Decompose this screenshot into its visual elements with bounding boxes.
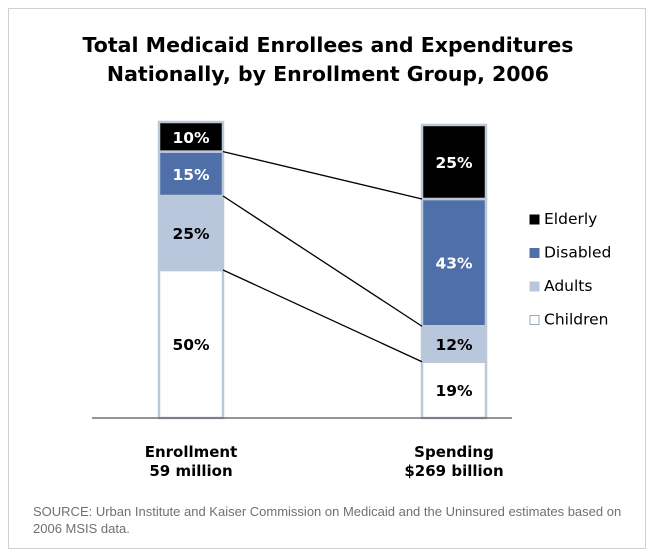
- chart-title-line-2: Nationally, by Enrollment Group, 2006: [106, 62, 550, 86]
- legend-swatch-elderly: [529, 214, 540, 225]
- connector-line-adults-disabled: [222, 195, 423, 327]
- data-label-enrollment-disabled: 15%: [172, 166, 210, 184]
- chart-title: Total Medicaid Enrollees and Expenditure…: [9, 31, 647, 89]
- category-sublabel-spending: $269 billion: [404, 462, 503, 480]
- data-label-spending-children: 19%: [435, 382, 473, 400]
- data-label-spending-elderly: 25%: [435, 154, 473, 172]
- data-label-enrollment-elderly: 10%: [172, 129, 210, 147]
- bar-spending-elderly: [420, 123, 488, 201]
- legend-label-children: Children: [544, 311, 609, 329]
- connector-line-disabled-elderly: [222, 150, 423, 200]
- data-label-enrollment-adults: 25%: [172, 225, 210, 243]
- data-label-spending-disabled: 43%: [435, 255, 473, 273]
- legend-swatch-disabled: [529, 248, 540, 258]
- bar-enrollment-elderly: [157, 120, 225, 153]
- legend-label-disabled: Disabled: [544, 244, 611, 262]
- legend-label-adults: Adults: [544, 277, 592, 295]
- data-label-spending-adults: 12%: [435, 336, 473, 354]
- legend-label-elderly: Elderly: [544, 210, 597, 228]
- legend-swatch-adults: [529, 281, 540, 292]
- legend-swatch-children: [529, 315, 540, 325]
- chart-frame: Total Medicaid Enrollees and Expenditure…: [8, 8, 646, 549]
- data-label-enrollment-children: 50%: [172, 336, 210, 354]
- category-label-spending: Spending: [414, 443, 494, 461]
- bar-spending-disabled: [420, 197, 488, 328]
- category-label-enrollment: Enrollment: [145, 443, 238, 461]
- category-sublabel-enrollment: 59 million: [149, 462, 232, 480]
- source-note: SOURCE: Urban Institute and Kaiser Commi…: [33, 504, 622, 536]
- chart-title-line-1: Total Medicaid Enrollees and Expenditure…: [82, 33, 574, 57]
- connector-line-children-adults: [222, 269, 423, 363]
